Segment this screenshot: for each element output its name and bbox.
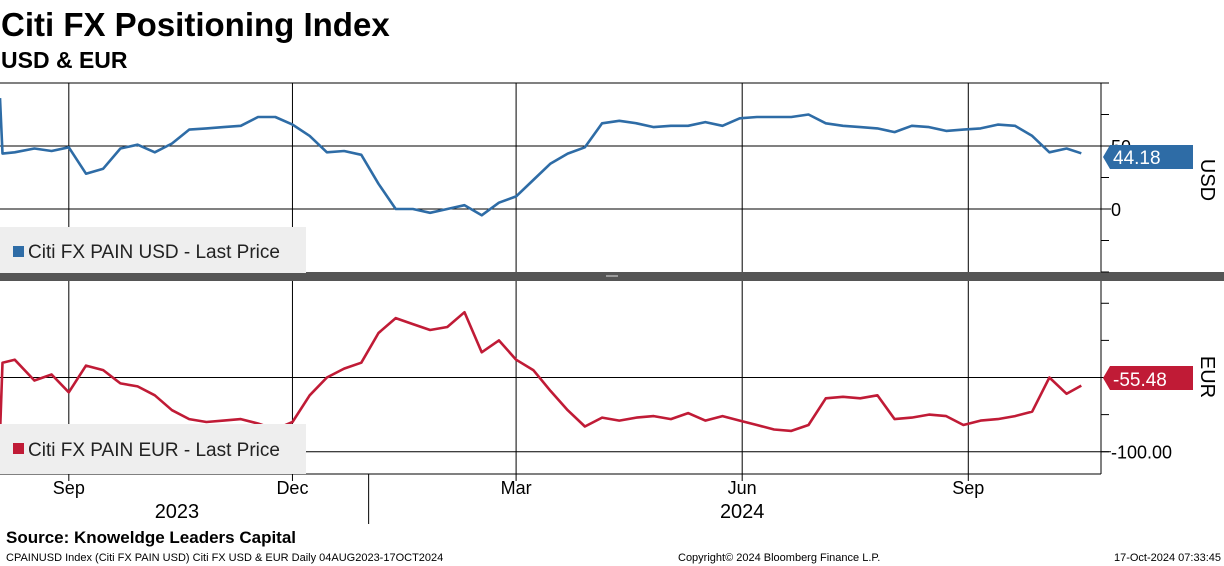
usd-y-tick-label: 0 (1111, 200, 1121, 220)
usd-legend-label: Citi FX PAIN USD - Last Price (28, 242, 280, 263)
year-label: 2023 (155, 501, 200, 523)
usd-last-value-tag: 44.18 (1103, 145, 1193, 169)
usd-last-value: 44.18 (1113, 148, 1161, 169)
eur-last-value-tag: -55.48 (1103, 366, 1193, 391)
x-tick-label: Mar (501, 478, 532, 498)
eur-legend: Citi FX PAIN EUR - Last Price (0, 424, 306, 474)
eur-legend-swatch (13, 443, 24, 454)
series-layer (0, 98, 1082, 434)
source-note: Source: Knoweldge Leaders Capital (6, 528, 296, 547)
eur-legend-label: Citi FX PAIN EUR - Last Price (28, 440, 280, 461)
year-label: 2024 (720, 501, 765, 523)
chart-title: Citi FX Positioning Index (1, 6, 390, 43)
chart-subtitle: USD & EUR (1, 47, 128, 73)
eur-y-tick-label: -100.00 (1111, 443, 1172, 463)
x-tick-label: Dec (276, 478, 308, 498)
usd-legend: Citi FX PAIN USD - Last Price (0, 227, 306, 273)
eur-tag-shape (1103, 366, 1193, 390)
x-tick-label: Sep (53, 478, 85, 498)
eur-series-line (0, 310, 1082, 434)
timestamp: 17-Oct-2024 07:33:45 (1114, 552, 1221, 564)
eur-last-value: -55.48 (1113, 370, 1167, 391)
usd-axis-label: USD (1196, 159, 1218, 201)
eur-axis-label: EUR (1196, 356, 1218, 398)
usd-series-line (0, 98, 1082, 217)
x-tick-label: Sep (952, 478, 984, 498)
usd-tag-shape (1103, 145, 1193, 169)
copyright: Copyright© 2024 Bloomberg Finance L.P. (678, 552, 880, 564)
usd-legend-swatch (13, 246, 24, 257)
index-info: CPAINUSD Index (Citi FX PAIN USD) Citi F… (6, 552, 443, 564)
x-tick-label: Jun (728, 478, 757, 498)
